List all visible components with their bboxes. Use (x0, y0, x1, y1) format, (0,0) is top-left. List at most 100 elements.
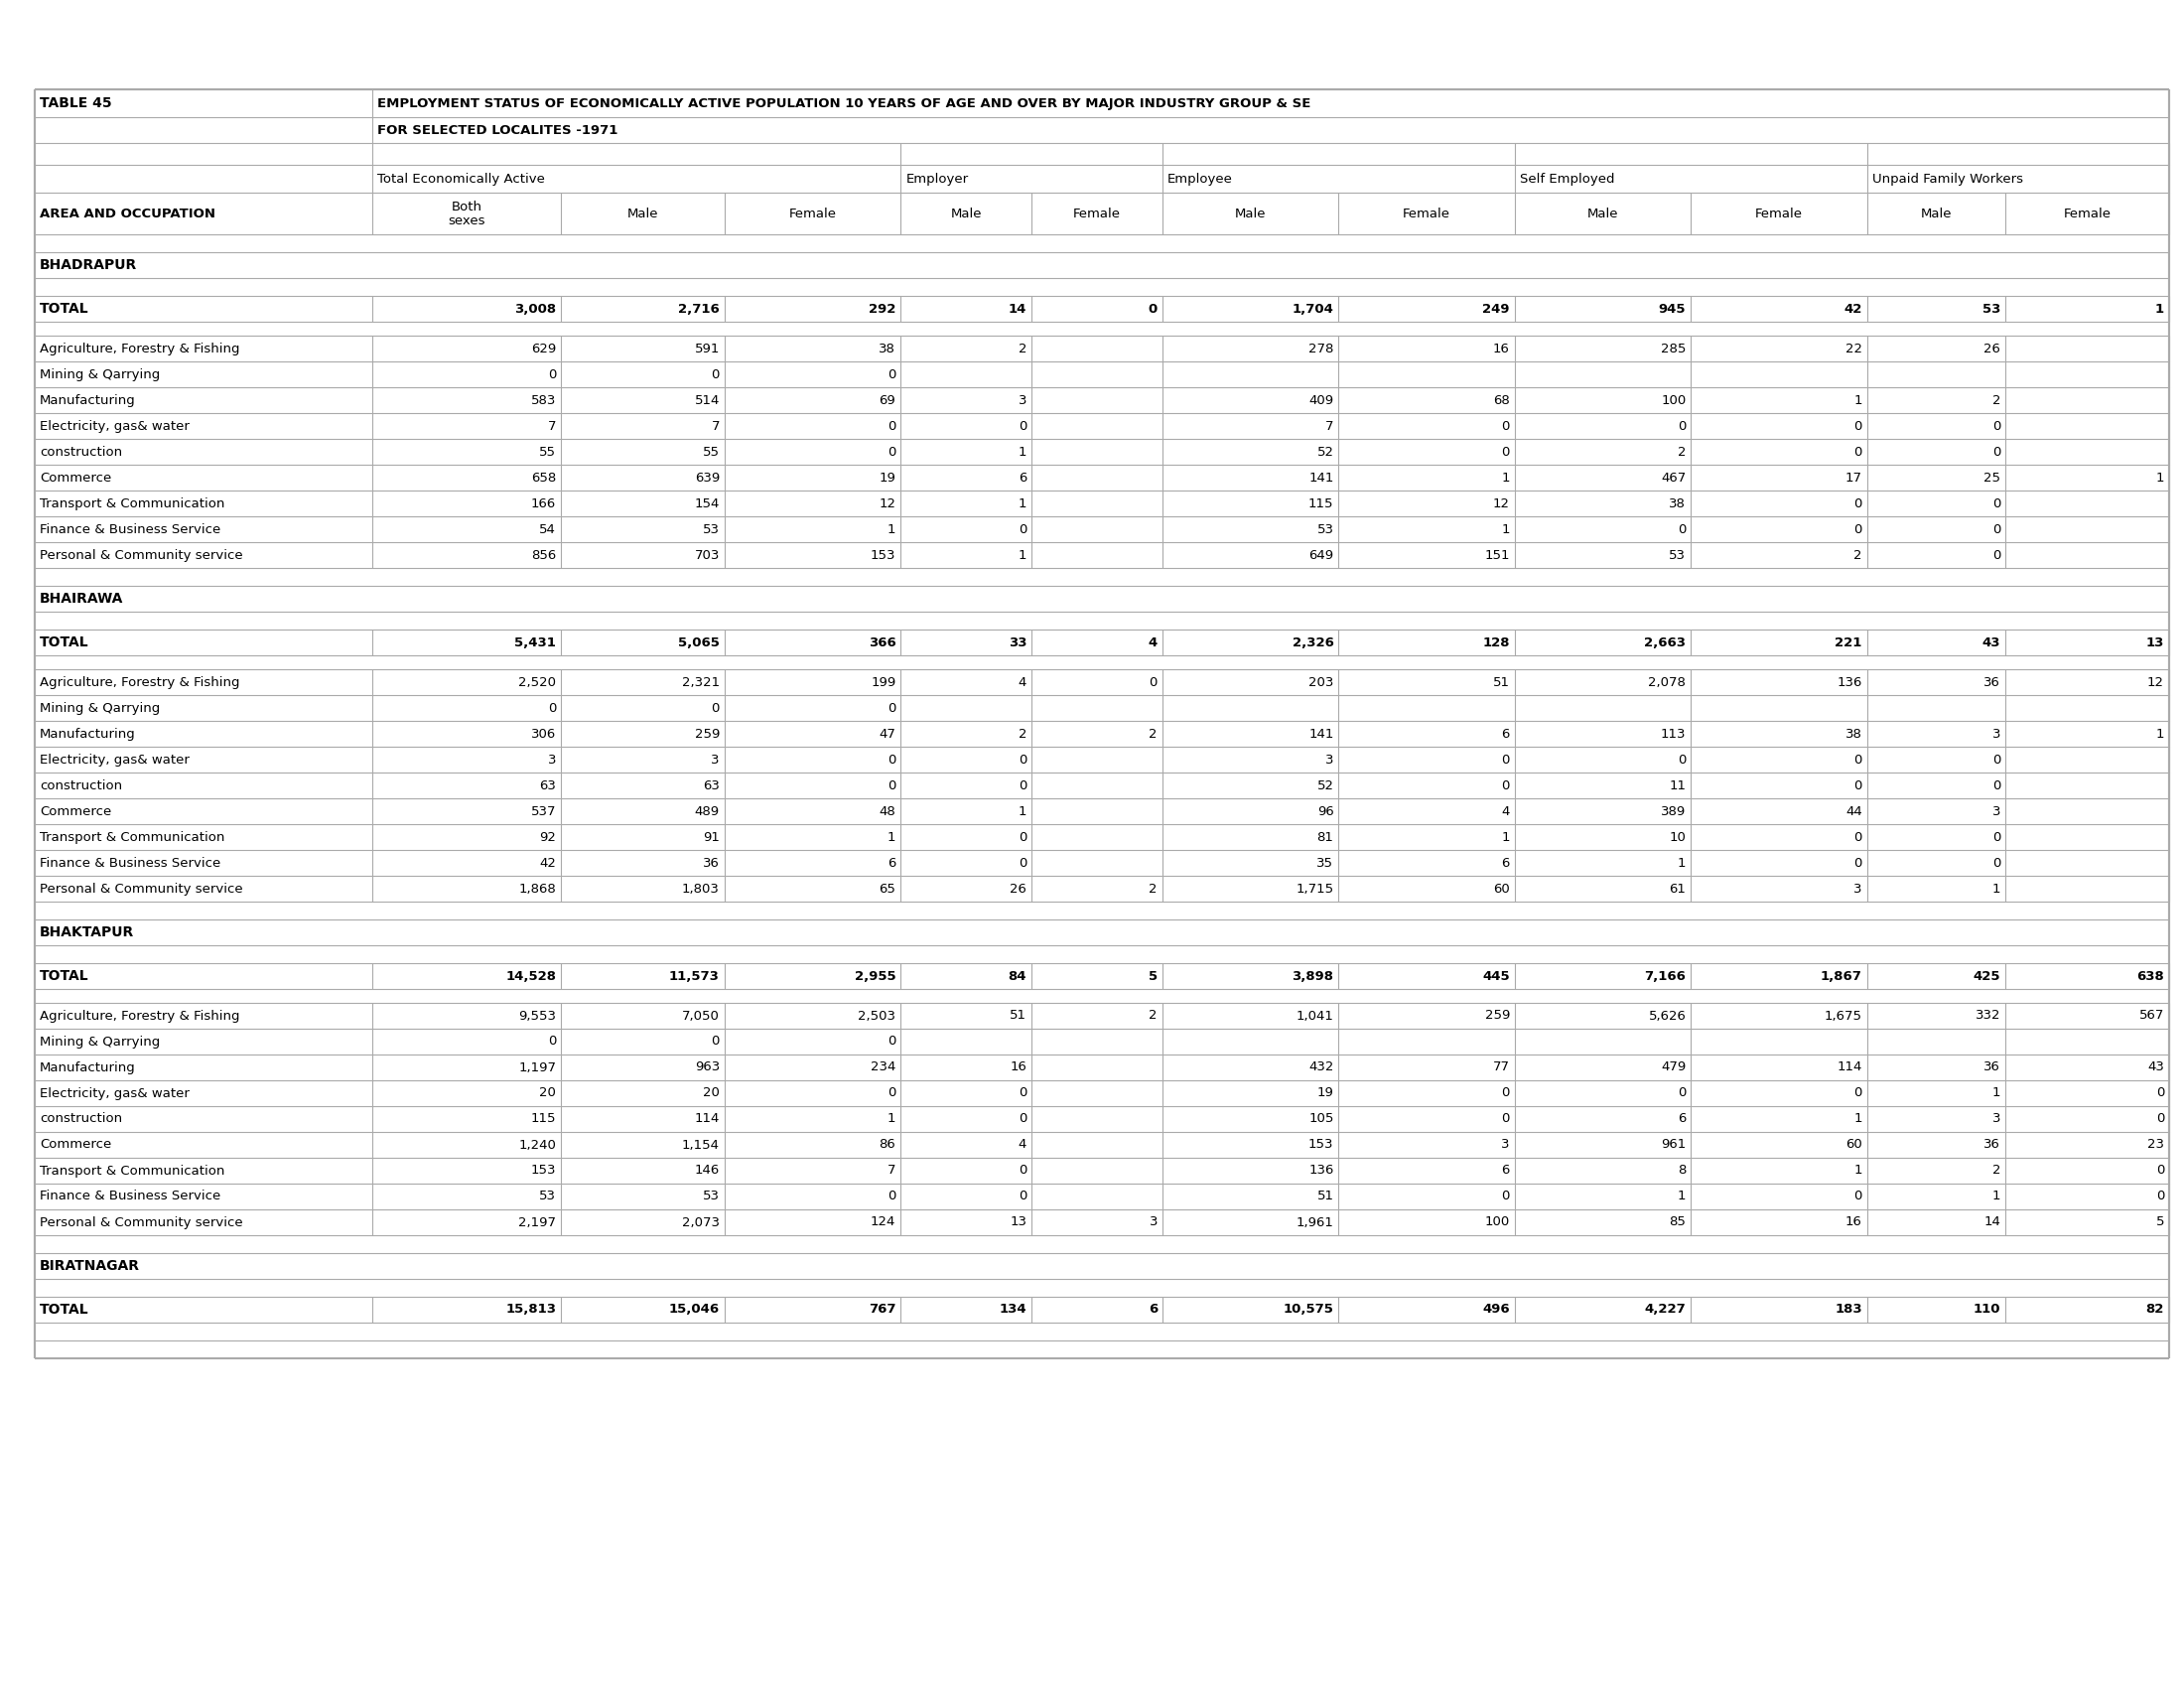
Text: 389: 389 (1660, 805, 1686, 817)
Text: Personal & Community service: Personal & Community service (39, 1215, 242, 1229)
Text: 0: 0 (1854, 1087, 1863, 1099)
Text: 53: 53 (1669, 549, 1686, 562)
Text: 1,868: 1,868 (518, 883, 557, 895)
Text: Female: Female (1756, 208, 1802, 219)
Text: 3,008: 3,008 (513, 302, 557, 316)
Text: 51: 51 (1317, 1190, 1334, 1204)
Text: 0: 0 (1018, 1190, 1026, 1204)
Text: Unpaid Family Workers: Unpaid Family Workers (1872, 172, 2022, 186)
Text: 409: 409 (1308, 393, 1334, 407)
Text: 63: 63 (703, 778, 721, 792)
Text: 100: 100 (1485, 1215, 1509, 1229)
Text: 12: 12 (878, 496, 895, 510)
Text: 0: 0 (2156, 1112, 2164, 1126)
Text: 0: 0 (1992, 496, 2001, 510)
Text: 432: 432 (1308, 1062, 1334, 1074)
Text: Mining & Qarrying: Mining & Qarrying (39, 1035, 159, 1048)
Text: 183: 183 (1835, 1303, 1863, 1317)
Text: 1: 1 (1854, 1165, 1863, 1177)
Text: 6: 6 (1149, 1303, 1158, 1317)
Text: 1: 1 (1992, 1087, 2001, 1099)
Text: Commerce: Commerce (39, 471, 111, 484)
Text: 7: 7 (712, 420, 721, 432)
Text: 332: 332 (1974, 1009, 2001, 1023)
Text: Manufacturing: Manufacturing (39, 1062, 135, 1074)
Text: 0: 0 (887, 420, 895, 432)
Text: Mining & Qarrying: Mining & Qarrying (39, 702, 159, 714)
Text: BIRATNAGAR: BIRATNAGAR (39, 1259, 140, 1273)
Text: 0: 0 (1992, 549, 2001, 562)
Text: 1,961: 1,961 (1295, 1215, 1334, 1229)
Text: 6: 6 (1503, 728, 1509, 741)
Text: 14: 14 (1009, 302, 1026, 316)
Text: 496: 496 (1483, 1303, 1509, 1317)
Text: 53: 53 (703, 1190, 721, 1204)
Text: 0: 0 (1018, 523, 1026, 535)
Text: 1: 1 (1018, 805, 1026, 817)
Text: 0: 0 (1503, 420, 1509, 432)
Text: 26: 26 (1009, 883, 1026, 895)
Text: Total Economically Active: Total Economically Active (378, 172, 544, 186)
Text: 3: 3 (548, 753, 557, 766)
Text: 425: 425 (1974, 969, 2001, 982)
Text: 221: 221 (1835, 636, 1863, 648)
Text: 5: 5 (2156, 1215, 2164, 1229)
Text: BHAKTAPUR: BHAKTAPUR (39, 925, 133, 939)
Text: 0: 0 (1503, 1112, 1509, 1126)
Text: 2: 2 (1149, 728, 1158, 741)
Text: 514: 514 (695, 393, 721, 407)
Text: Transport & Communication: Transport & Communication (39, 1165, 225, 1177)
Text: 10,575: 10,575 (1284, 1303, 1334, 1317)
Text: 1,715: 1,715 (1295, 883, 1334, 895)
Text: 445: 445 (1483, 969, 1509, 982)
Text: 639: 639 (695, 471, 721, 484)
Text: 537: 537 (531, 805, 557, 817)
Text: 84: 84 (1009, 969, 1026, 982)
Text: 234: 234 (871, 1062, 895, 1074)
Text: 963: 963 (695, 1062, 721, 1074)
Text: 0: 0 (1854, 1190, 1863, 1204)
Text: 114: 114 (1837, 1062, 1863, 1074)
Text: 3: 3 (1854, 883, 1863, 895)
Text: 44: 44 (1845, 805, 1863, 817)
Text: Female: Female (788, 208, 836, 219)
Text: 3,898: 3,898 (1293, 969, 1334, 982)
Text: 0: 0 (1992, 830, 2001, 844)
Text: 856: 856 (531, 549, 557, 562)
Text: 0: 0 (712, 368, 721, 381)
Text: 36: 36 (703, 856, 721, 869)
Text: 1: 1 (2156, 471, 2164, 484)
Text: 3: 3 (1992, 728, 2001, 741)
Text: TOTAL: TOTAL (39, 969, 90, 982)
Text: Male: Male (950, 208, 983, 219)
Text: Agriculture, Forestry & Fishing: Agriculture, Forestry & Fishing (39, 675, 240, 689)
Text: 1: 1 (887, 523, 895, 535)
Text: 0: 0 (887, 368, 895, 381)
Text: 115: 115 (1308, 496, 1334, 510)
Text: Electricity, gas& water: Electricity, gas& water (39, 1087, 190, 1099)
Text: construction: construction (39, 1112, 122, 1126)
Text: 19: 19 (1317, 1087, 1334, 1099)
Text: 658: 658 (531, 471, 557, 484)
Text: 0: 0 (1503, 1190, 1509, 1204)
Text: 12: 12 (1494, 496, 1509, 510)
Text: 65: 65 (878, 883, 895, 895)
Text: 0: 0 (1018, 420, 1026, 432)
Text: 33: 33 (1009, 636, 1026, 648)
Text: 1: 1 (1854, 1112, 1863, 1126)
Text: 0: 0 (1018, 753, 1026, 766)
Text: TABLE 45: TABLE 45 (39, 96, 111, 110)
Text: 467: 467 (1660, 471, 1686, 484)
Text: 153: 153 (871, 549, 895, 562)
Text: 15,046: 15,046 (668, 1303, 721, 1317)
Text: 2: 2 (1149, 1009, 1158, 1023)
Text: construction: construction (39, 446, 122, 457)
Text: 38: 38 (1845, 728, 1863, 741)
Text: 23: 23 (2147, 1138, 2164, 1151)
Text: 3: 3 (1500, 1138, 1509, 1151)
Text: 583: 583 (531, 393, 557, 407)
Text: 7: 7 (887, 1165, 895, 1177)
Text: 91: 91 (703, 830, 721, 844)
Text: 47: 47 (878, 728, 895, 741)
Text: 153: 153 (1308, 1138, 1334, 1151)
